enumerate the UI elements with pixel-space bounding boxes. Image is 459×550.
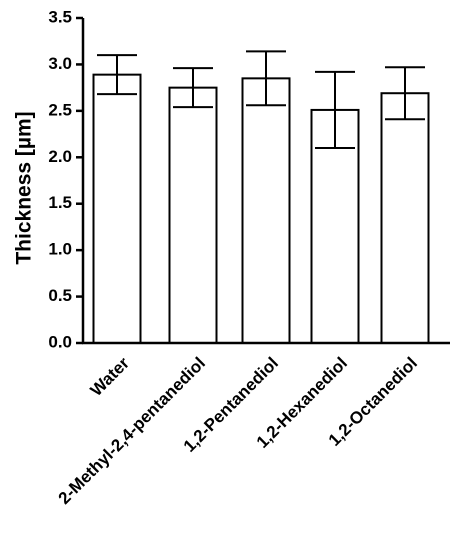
error-bar-3 [246, 50, 286, 107]
y-tick-label: 2.5 [48, 100, 72, 119]
y-tick-label: 2.0 [48, 147, 72, 166]
y-tick-label: 0.0 [48, 332, 72, 351]
category-label-2: 2-Methyl-2,4-pentanediol [55, 354, 209, 508]
bar-5 [380, 92, 430, 345]
bars [92, 73, 430, 345]
y-tick-label: 3.0 [48, 54, 72, 73]
error-bar-1 [97, 54, 137, 96]
y-axis-title: Thickness [µm] [13, 111, 36, 264]
bar-2 [168, 86, 218, 345]
y-tick-label: 1.0 [48, 240, 72, 259]
y-tick-label: 0.5 [48, 286, 72, 305]
category-label-1: Water [87, 353, 134, 400]
error-bar-4 [315, 70, 355, 149]
error-bar-5 [385, 66, 425, 121]
bar-3 [241, 77, 291, 344]
error-bar-2 [173, 67, 213, 109]
y-tick-label: 3.5 [48, 7, 72, 26]
y-tick-label: 1.5 [48, 193, 72, 212]
y-axis: 0.0 0.5 1.0 1.5 2.0 2.5 3.0 3.5 [48, 7, 85, 351]
category-labels: Water2-Methyl-2,4-pentanediol1,2-Pentane… [55, 353, 421, 508]
error-bars [97, 50, 425, 149]
bar-1 [92, 73, 142, 345]
